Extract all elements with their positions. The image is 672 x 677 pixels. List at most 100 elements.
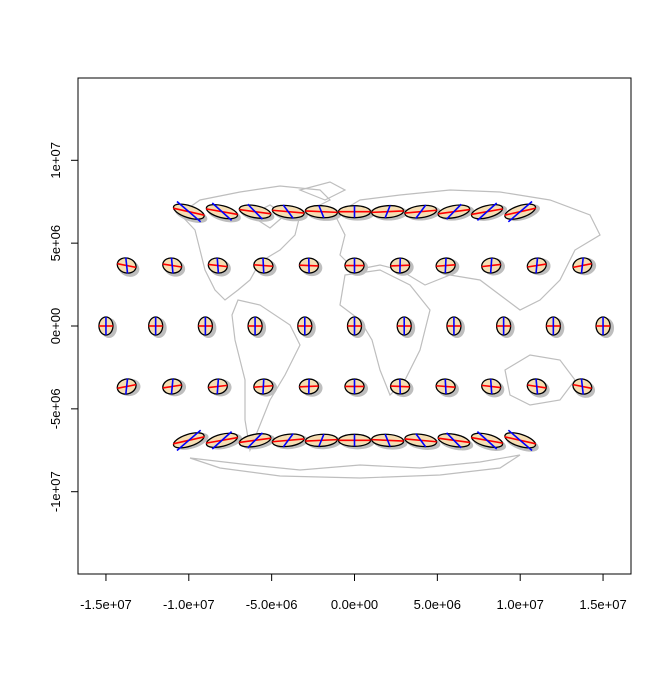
indicatrix-ellipse-group [495, 316, 512, 336]
indicatrix-ellipse-group [389, 378, 411, 395]
indicatrix-ellipse-group [337, 433, 372, 447]
tissot-indicatrix [481, 378, 505, 398]
indicatrix-ellipse-group [253, 257, 274, 274]
x-axis: -1.5e+07 -1.0e+07 -5.0e+06 0.0e+00 5.0e+06 1.… [80, 573, 627, 612]
indicatrix-ellipse-group [437, 432, 471, 449]
indicatrix-ellipse-group [205, 202, 239, 221]
tissot-indicatrix [207, 257, 231, 277]
tissot-indicatrix [205, 431, 242, 450]
meridian-axis [307, 258, 310, 273]
tissot-indicatrix [116, 257, 140, 277]
tissot-indicatrix [545, 316, 565, 338]
meridian-axis [489, 257, 493, 274]
tissot-indicatrix [389, 257, 414, 276]
tissot-indicatrix [304, 204, 342, 221]
indicatrix-ellipse-group [470, 431, 504, 450]
indicatrix-ellipse-group [389, 257, 411, 274]
x-tick-label: -1.5e+07 [80, 597, 132, 612]
indicatrix-ellipse-group [207, 378, 228, 395]
landmass-outline [179, 185, 332, 301]
tissot-indicatrix [337, 205, 375, 221]
meridian-axis [445, 432, 462, 449]
tissot-indicatrix [470, 202, 508, 221]
tissot-indicatrix [344, 378, 369, 397]
tissot-indicatrix [197, 316, 217, 338]
indicatrix-ellipse-group [470, 202, 504, 221]
indicatrix-ellipse-group [297, 316, 313, 336]
landmass-outline [189, 454, 521, 479]
tissot-indicatrix [298, 257, 323, 277]
meridian-axis [444, 378, 447, 395]
indicatrix-ellipse-group [253, 378, 274, 395]
tissot-indicatrix [371, 433, 408, 450]
indicatrix-ellipse-group [404, 204, 438, 219]
tissot-indicatrix [98, 316, 117, 338]
meridian-axis [444, 257, 447, 274]
tissot-indicatrix [116, 378, 141, 397]
tissot-indicatrix [504, 429, 539, 452]
indicatrix-ellipse-group [504, 429, 537, 452]
tissot-indicatrix [238, 432, 276, 450]
indicatrix-ellipse-group [572, 378, 593, 395]
x-tick-label: 0.0e+00 [331, 597, 378, 612]
tissot-indicatrix [344, 257, 369, 276]
tissot-indicatrix [172, 200, 208, 223]
meridian-axis [580, 257, 585, 274]
indicatrix-ellipse-group [435, 378, 456, 395]
meridian-axis [489, 378, 493, 395]
indicatrix-ellipse-group [344, 378, 365, 395]
tissot-indicatrix [435, 257, 460, 276]
tissot-indicatrix [247, 316, 267, 338]
indicatrix-ellipse-group [238, 432, 272, 449]
y-tick-label: 1e+07 [48, 142, 63, 179]
tissot-indicatrix [271, 204, 308, 222]
meridian-axis [176, 429, 202, 452]
indicatrix-ellipse-group [298, 378, 320, 395]
indicatrix-ellipse-group [98, 316, 114, 336]
landmass-outline [298, 181, 347, 201]
indicatrix-ellipse-group [247, 316, 263, 336]
tissot-indicatrix [271, 433, 309, 450]
meridian-axis [535, 257, 539, 274]
x-tick-label: -1.0e+07 [163, 597, 215, 612]
tissot-indicatrix [337, 433, 375, 450]
indicatrix-ellipse-group [504, 200, 537, 223]
tissot-indicatrix [205, 202, 241, 223]
meridian-axis [247, 203, 264, 220]
indicatrix-ellipse-group [298, 257, 320, 274]
indicatrix-ellipse-group [346, 316, 363, 336]
tissot-indicatrix [446, 316, 465, 338]
indicatrix-ellipse-group [207, 257, 228, 274]
y-tick-label: -1e+07 [48, 471, 63, 512]
y-tick-label: 0e+00 [48, 308, 63, 345]
tissot-indicatrix [526, 378, 550, 398]
meridian-axis [415, 204, 427, 219]
tissot-indicatrix [526, 257, 551, 276]
indicatrix-ellipse-group [162, 257, 183, 274]
meridian-axis [318, 205, 325, 219]
indicatrix-ellipse-group [162, 378, 183, 395]
meridian-axis [262, 378, 265, 395]
meridian-axis [507, 429, 533, 452]
indicatrix-ellipse-group [371, 433, 405, 448]
indicatrix-ellipse-group [205, 431, 239, 450]
indicatrix-ellipse-group [396, 316, 412, 336]
x-tick-label: 1.0e+07 [497, 597, 544, 612]
indicatrix-ellipse-group [437, 203, 471, 220]
meridian-axis [318, 433, 325, 447]
indicatrix-ellipse-group [172, 429, 205, 452]
indicatrices [98, 200, 615, 452]
meridian-axis [282, 433, 294, 448]
x-tick-label: -5.0e+06 [246, 597, 298, 612]
tissot-indicatrix [298, 378, 323, 397]
meridian-axis [247, 432, 264, 449]
landmass-outline [504, 354, 576, 406]
tissot-indicatrix [404, 433, 441, 450]
indicatrix-ellipse-group [572, 257, 593, 274]
meridian-axis [216, 257, 220, 274]
tissot-indicatrix [371, 204, 408, 221]
meridian-axis [399, 379, 402, 394]
x-tick-label: 1.5e+07 [579, 597, 626, 612]
tissot-indicatrix [595, 316, 615, 338]
